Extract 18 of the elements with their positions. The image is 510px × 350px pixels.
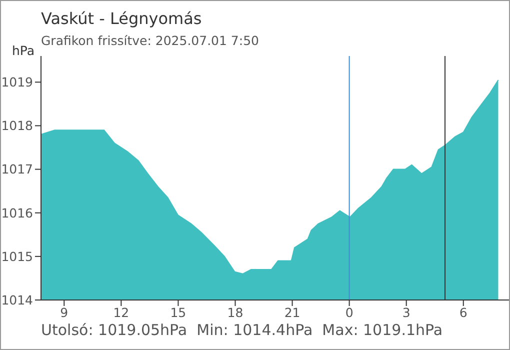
x-tick-label: 0 <box>345 304 354 320</box>
y-axis-title: hPa <box>12 43 35 58</box>
y-tick-label: 1014 <box>1 292 34 308</box>
x-tick-label: 21 <box>284 304 300 320</box>
text: Utolsó: 1019.05hPa Min: 1014.4hPa Max: 1019.1hPa <box>41 321 443 339</box>
x-tick-label: 3 <box>402 304 410 320</box>
y-tick-label: 1017 <box>1 162 33 177</box>
y-tick-label: 1015 <box>1 248 33 264</box>
x-tick-label: 15 <box>170 304 186 320</box>
x-tick-label: 12 <box>113 304 130 320</box>
chart-subtitle: Grafikon frissítve: 2025.07.01 7:50 <box>41 33 259 48</box>
y-tick-label: 1016 <box>1 205 34 220</box>
x-tick-label: 18 <box>227 304 244 320</box>
y-tick-label: 1019 <box>1 74 34 90</box>
x-tick-label: 6 <box>459 304 468 320</box>
chart-title: Vaskút - Légnyomás <box>41 9 202 28</box>
y-tick-label: 1018 <box>1 118 34 134</box>
x-tick-label: 9 <box>60 304 68 320</box>
